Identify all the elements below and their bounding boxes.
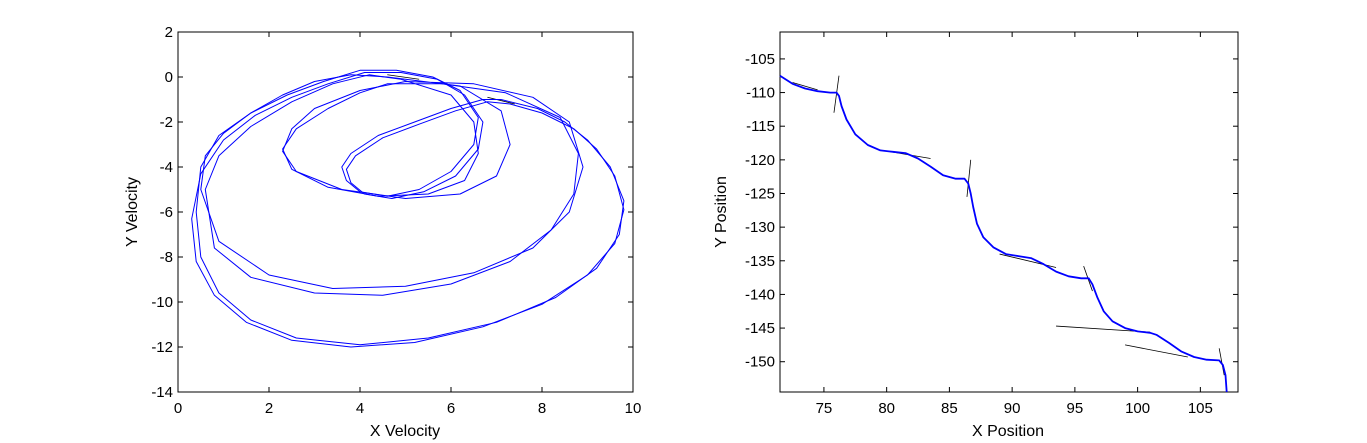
position-tangent-segment	[1218, 348, 1225, 376]
velocity-xtick-label: 2	[265, 400, 273, 417]
velocity-ytick-label: 0	[165, 69, 173, 86]
velocity-ytick-label: -12	[151, 339, 173, 356]
velocity-tangent-segment	[387, 74, 420, 80]
velocity-ytick-label: -10	[151, 294, 173, 311]
velocity-series-line	[191, 72, 625, 348]
velocity-xtick-label: 4	[356, 400, 364, 417]
position-xtick-label: 85	[941, 400, 958, 417]
position-ytick-label: -115	[746, 118, 775, 135]
position-ytick-label: -145	[745, 320, 775, 337]
position-ylabel: Y Position	[713, 176, 730, 248]
position-xlabel: X Position	[972, 423, 1044, 440]
position-ticks: 75 80 85 90 95 100 105 -105 -110 -115 -120 -125 -130…	[745, 32, 1238, 417]
position-ytick-label: -125	[745, 185, 775, 202]
velocity-plot-frame	[177, 31, 634, 393]
position-series-line	[779, 74, 1228, 393]
velocity-ytick-label: -6	[160, 204, 173, 221]
velocity-ylabel: Y Velocity	[124, 177, 141, 247]
position-tangent-segment	[792, 82, 818, 91]
position-ytick-label: -105	[745, 51, 775, 68]
velocity-ticks: 0 2 4 6 8 10 2 0 -2 -4 -6 -8 -10 -12 -14	[151, 24, 641, 417]
position-xtick-label: 95	[1067, 400, 1084, 417]
position-tangent-segment	[1124, 344, 1188, 358]
position-xtick-label: 75	[816, 400, 833, 417]
velocity-ytick-label: -4	[160, 159, 173, 176]
position-series	[779, 74, 1228, 393]
position-xtick-label: 100	[1125, 400, 1150, 417]
velocity-tangents	[387, 74, 515, 105]
velocity-series	[191, 69, 625, 348]
velocity-ytick-label: -8	[160, 249, 173, 266]
position-xtick-label: 90	[1004, 400, 1021, 417]
position-ytick-label: -110	[746, 85, 775, 102]
velocity-tangent-segment	[487, 96, 515, 105]
position-chart: 75 80 85 90 95 100 105 -105 -110 -115 -120 -125 -130…	[713, 31, 1239, 440]
position-xtick-label: 80	[878, 400, 895, 417]
velocity-xtick-label: 6	[447, 400, 455, 417]
velocity-ytick-label: -2	[160, 114, 173, 131]
position-xtick-label: 105	[1188, 400, 1213, 417]
velocity-xlabel: X Velocity	[370, 423, 440, 440]
velocity-series-line	[200, 74, 584, 289]
position-ytick-label: -150	[745, 354, 775, 371]
position-tangent-segment	[966, 159, 972, 197]
position-ytick-label: -130	[745, 219, 775, 236]
velocity-chart: 0 2 4 6 8 10 2 0 -2 -4 -6 -8 -10 -12 -14 X Velocity Y …	[124, 24, 641, 440]
position-ytick-label: -140	[745, 286, 775, 303]
velocity-xtick-label: 8	[538, 400, 546, 417]
velocity-ytick-label: -14	[151, 384, 173, 401]
position-tangent-segment	[833, 75, 840, 113]
velocity-xtick-label: 10	[625, 400, 642, 417]
position-ytick-label: -135	[745, 253, 775, 270]
position-plot-frame	[779, 31, 1239, 393]
velocity-xtick-label: 0	[174, 400, 182, 417]
velocity-ytick-label: 2	[165, 24, 173, 41]
position-ytick-label: -120	[745, 152, 775, 169]
